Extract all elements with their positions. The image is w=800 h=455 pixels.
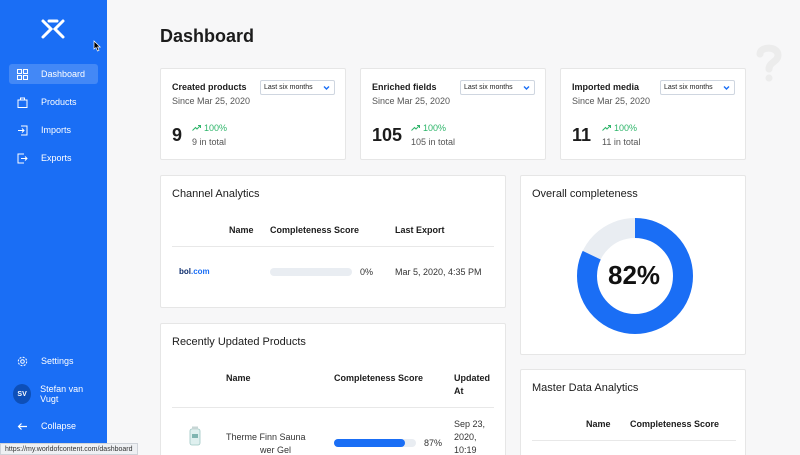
sidebar-item-label: Exports — [41, 153, 72, 163]
app-logo[interactable] — [40, 18, 66, 40]
recently-updated-card: Recently Updated Products Name Completen… — [160, 323, 506, 455]
user-name: Stefan van Vugt — [40, 384, 84, 404]
help-decoration-icon — [756, 44, 782, 82]
donut-arc — [577, 218, 693, 334]
stat-change-value: 100% — [423, 123, 447, 133]
stat-title: Imported media — [572, 82, 640, 92]
trend-up-icon — [602, 125, 611, 131]
product-name-line2: wer Gel — [260, 445, 292, 455]
stat-value: 105 — [372, 125, 403, 145]
completeness-value: 0% — [360, 267, 374, 277]
sidebar-item-dashboard[interactable]: Dashboard — [9, 64, 98, 84]
updated-time: 10:19 — [454, 445, 477, 455]
channel-logo-bol[interactable]: bol.com — [179, 267, 210, 276]
sidebar-footer: Settings SV Stefan van Vugt Collapse — [9, 351, 98, 436]
collapse-button[interactable]: Collapse — [9, 416, 98, 436]
stat-total: 9 in total — [192, 137, 227, 147]
product-name[interactable]: Therme Finn Sauna — [226, 432, 306, 442]
stat-card-imported-media: Imported media Since Mar 25, 2020 Last s… — [560, 68, 746, 160]
stat-total: 11 in total — [602, 137, 641, 147]
completeness-bar — [270, 268, 352, 276]
collapse-label: Collapse — [41, 421, 77, 431]
stat-card-enriched-fields: Enriched fields Since Mar 25, 2020 Last … — [360, 68, 546, 160]
main-content: Dashboard Created products Since Mar 25,… — [107, 0, 800, 455]
stat-change-value: 100% — [204, 123, 228, 133]
sidebar-item-label: Imports — [41, 125, 72, 135]
column-header-last-export: Last Export — [395, 225, 445, 235]
browser-status-url: https://my.worldofcontent.com/dashboard — [0, 443, 138, 455]
card-title: Recently Updated Products — [172, 336, 306, 348]
sidebar-item-exports[interactable]: Exports — [9, 148, 98, 168]
column-header-name: Name — [586, 419, 611, 429]
last-export-value: Mar 5, 2020, 4:35 PM — [395, 267, 482, 277]
sidebar-item-products[interactable]: Products — [9, 92, 98, 112]
page-title: Dashboard — [160, 26, 255, 46]
stat-title: Enriched fields — [372, 82, 437, 92]
updated-date: Sep 23, — [454, 419, 486, 429]
channel-analytics-card: Channel Analytics Name Completeness Scor… — [160, 175, 506, 308]
stat-since: Since Mar 25, 2020 — [372, 96, 451, 106]
avatar: SV — [13, 384, 32, 404]
chevron-down-icon — [723, 86, 730, 90]
table-divider — [172, 407, 494, 408]
chevron-down-icon — [523, 86, 530, 90]
overall-completeness-card: Overall completeness 82% — [520, 175, 746, 355]
stat-change: 100% — [602, 123, 637, 133]
gear-icon — [17, 356, 28, 367]
sidebar-nav: Dashboard Products Imports Exports — [9, 64, 98, 176]
updated-year: 2020, — [454, 432, 477, 442]
trend-up-icon — [192, 125, 201, 131]
mouse-cursor-icon — [93, 40, 102, 52]
completeness-value: 87% — [424, 438, 443, 448]
card-title: Channel Analytics — [172, 188, 260, 200]
column-header-at: At — [454, 386, 464, 396]
stat-value: 11 — [572, 125, 592, 145]
chevron-down-icon — [323, 86, 330, 90]
range-select[interactable]: Last six months — [260, 80, 335, 95]
stat-change: 100% — [192, 123, 227, 133]
stat-total: 105 in total — [411, 137, 456, 147]
master-data-card: Master Data Analytics Name Completeness … — [520, 369, 746, 455]
range-select-value: Last six months — [664, 84, 713, 91]
column-header-name: Name — [229, 225, 254, 235]
column-header-updated: Updated — [454, 373, 490, 383]
sidebar-item-settings[interactable]: Settings — [9, 351, 98, 371]
product-thumbnail[interactable] — [188, 426, 202, 446]
stat-value: 9 — [172, 125, 183, 145]
range-select-value: Last six months — [264, 84, 313, 91]
sidebar-item-label: Products — [41, 97, 77, 107]
range-select[interactable]: Last six months — [460, 80, 535, 95]
stat-card-created-products: Created products Since Mar 25, 2020 Last… — [160, 68, 346, 160]
stat-since: Since Mar 25, 2020 — [172, 96, 251, 106]
settings-label: Settings — [41, 356, 74, 366]
trend-up-icon — [411, 125, 420, 131]
stat-change-value: 100% — [614, 123, 638, 133]
range-select[interactable]: Last six months — [660, 80, 735, 95]
stat-since: Since Mar 25, 2020 — [572, 96, 651, 106]
products-icon — [17, 97, 28, 108]
range-select-value: Last six months — [464, 84, 513, 91]
sidebar-item-imports[interactable]: Imports — [9, 120, 98, 140]
column-header-completeness: Completeness Score — [630, 419, 720, 429]
table-divider — [532, 440, 736, 441]
card-title: Master Data Analytics — [532, 382, 639, 394]
sidebar-item-label: Dashboard — [41, 69, 86, 79]
imports-icon — [17, 125, 28, 136]
exports-icon — [17, 153, 28, 164]
completeness-bar — [334, 439, 416, 447]
completeness-donut — [577, 218, 693, 334]
user-menu[interactable]: SV Stefan van Vugt — [9, 384, 98, 404]
dashboard-icon — [17, 68, 28, 80]
sidebar: Dashboard Products Imports Exports Se — [0, 0, 107, 455]
stat-title: Created products — [172, 82, 247, 92]
completeness-percent: 82% — [608, 260, 661, 290]
stat-change: 100% — [411, 123, 446, 133]
column-header-completeness: Completeness Score — [334, 373, 424, 383]
column-header-name: Name — [226, 373, 251, 383]
table-divider — [172, 246, 494, 247]
card-title: Overall completeness — [532, 188, 638, 200]
completeness-bar-fill — [334, 439, 406, 447]
column-header-completeness: Completeness Score — [270, 225, 360, 235]
arrow-left-icon — [17, 421, 28, 432]
